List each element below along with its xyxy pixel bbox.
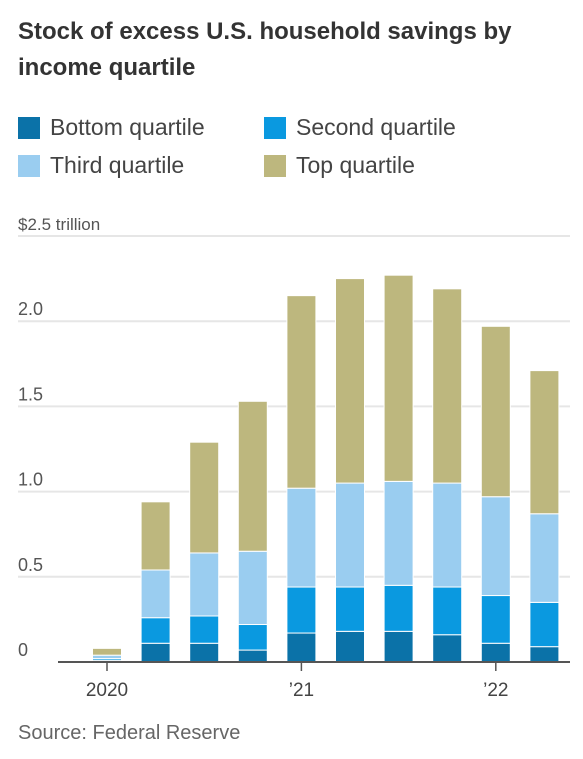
source-note: Source: Federal Reserve [18,722,241,744]
bar-segment-top-quartile [237,400,268,552]
bar-segment-third-quartile [92,654,122,660]
bar-segment-third-quartile [383,480,414,586]
bar-segment-second-quartile [529,601,560,648]
bar-segment-second-quartile [480,595,511,644]
bar-segment-top-quartile [432,288,463,484]
bar-segment-top-quartile [383,274,414,482]
legend-swatch-second [264,116,286,139]
legend-swatch-bottom [18,116,40,139]
bar-segment-third-quartile [432,482,463,588]
y-tick-label: 0.5 [18,555,43,575]
y-axis-unit-label: $2.5 trillion [18,215,100,234]
x-tick-label: 2020 [86,680,128,701]
x-tick-label: ’21 [289,680,314,701]
x-tick-label: ’22 [483,680,508,701]
stacked-bar-chart: $2.5 trillion 0 0.5 1.0 1.5 2.0 2020 ’21 ’22 [18,215,570,701]
legend-swatch-top [264,154,286,177]
bar-segment-top-quartile [189,441,220,554]
bar-segment-second-quartile [432,586,463,636]
bar-segment-third-quartile [529,513,560,603]
bar-segment-bottom-quartile [432,634,463,663]
bar-segment-third-quartile [189,552,220,617]
bar-segment-third-quartile [286,487,317,588]
bar-segment-second-quartile [140,617,171,644]
legend-item-top-quartile: Top quartile [264,152,415,179]
bar-segment-second-quartile [237,624,268,651]
chart-title: Stock of excess U.S. household savings b… [18,18,512,81]
bar-segment-bottom-quartile [383,630,414,663]
y-tick-label: 2.0 [18,299,43,319]
bar-segment-second-quartile [286,586,317,634]
bar-segment-bottom-quartile [237,649,268,663]
bar-segment-top-quartile [480,325,511,498]
legend-label-top: Top quartile [296,152,415,178]
legend-swatch-third [18,154,40,177]
legend-label-second: Second quartile [296,114,456,140]
bar-segment-bottom-quartile [286,632,317,663]
y-tick-label: 1.5 [18,384,43,404]
bar-segment-second-quartile [189,615,220,644]
bar-segment-second-quartile [335,586,365,632]
bar-segment-third-quartile [335,482,365,588]
bar-segment-bottom-quartile [480,642,511,663]
bar-segment-third-quartile [237,550,268,626]
bar-segment-bottom-quartile [189,642,220,663]
bar-segment-third-quartile [480,496,511,597]
legend-label-third: Third quartile [50,152,185,178]
bar-segment-top-quartile [286,295,317,489]
bar-segment-bottom-quartile [335,630,365,663]
legend-label-bottom: Bottom quartile [50,114,205,140]
bar-segment-bottom-quartile [140,642,171,663]
legend-item-bottom-quartile: Bottom quartile [18,114,205,141]
bar-segment-bottom-quartile [529,646,560,663]
y-tick-label: 0 [18,640,28,660]
bar-segment-top-quartile [335,278,365,484]
legend-item-third-quartile: Third quartile [18,152,184,179]
bar-segment-third-quartile [140,569,171,619]
bar-segment-top-quartile [92,647,122,656]
legend-item-second-quartile: Second quartile [264,114,456,141]
bar-segment-top-quartile [140,501,171,571]
bar-segment-second-quartile [383,584,414,632]
y-tick-label: 1.0 [18,470,43,490]
bar-segment-top-quartile [529,370,560,515]
